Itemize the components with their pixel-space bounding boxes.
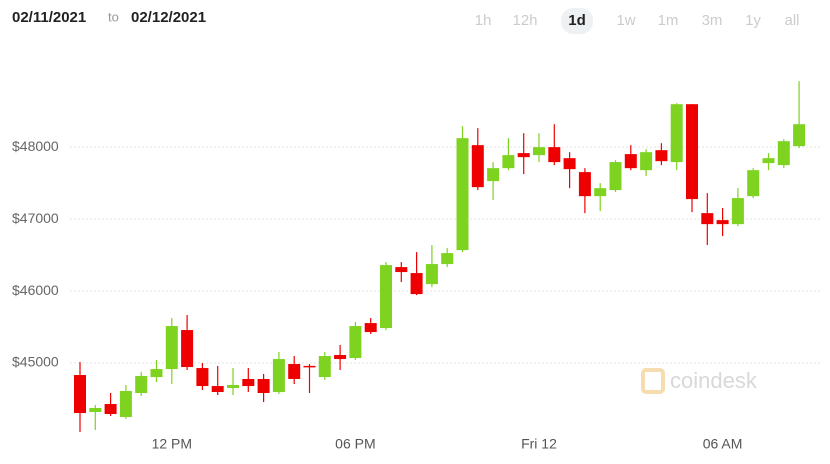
candle-body (181, 330, 194, 368)
watermark: coindesk (641, 368, 758, 394)
y-tick-label: $46000 (12, 282, 59, 298)
x-tick-label: 12 PM (152, 436, 192, 452)
range-button[interactable]: 3m (702, 12, 723, 29)
candle-body (165, 326, 178, 370)
candle-body (272, 359, 285, 393)
candle-body (211, 386, 224, 393)
range-button[interactable]: 1d (568, 12, 586, 29)
range-button[interactable]: 1m (658, 12, 679, 29)
watermark-logo (641, 368, 665, 394)
date-to: 02/12/2021 (131, 9, 206, 26)
candle-body (395, 267, 408, 273)
range-button[interactable]: 12h (512, 12, 537, 29)
candle-body (441, 253, 454, 265)
candle-body (716, 220, 729, 225)
candle-body (242, 378, 255, 387)
candle-body (334, 355, 347, 360)
candle-body (471, 145, 484, 188)
candle-body (227, 385, 239, 388)
candle-body (74, 375, 86, 414)
candle-body (640, 152, 653, 171)
candle-body (563, 158, 576, 170)
candle-body (655, 150, 668, 162)
x-tick-label: Fri 12 (521, 436, 557, 452)
candle-body (104, 404, 117, 415)
range-button[interactable]: 1y (745, 12, 761, 29)
candle-body (594, 188, 607, 197)
candle-body (89, 407, 102, 413)
candle-body (747, 170, 760, 197)
watermark-text: coindesk (670, 368, 758, 393)
candle-body (349, 326, 362, 359)
candle-body (502, 155, 515, 169)
candle-body (777, 141, 790, 166)
candle-body (793, 124, 806, 147)
candle-body (119, 390, 132, 417)
candle-body (624, 154, 637, 169)
candle-body (762, 158, 775, 164)
y-tick-label: $45000 (12, 354, 59, 370)
candle-body (257, 378, 270, 394)
x-tick-label: 06 AM (703, 436, 743, 452)
candle-body (686, 104, 698, 200)
range-selected-bg (561, 8, 593, 34)
candle-body (548, 147, 561, 163)
candle-body (517, 153, 530, 158)
candle-body (303, 365, 316, 368)
range-button[interactable]: 1h (475, 12, 492, 29)
candle-body (135, 376, 148, 394)
candle-body (731, 198, 744, 225)
candle-body (410, 273, 423, 295)
candle-body (670, 104, 683, 163)
candle-body (533, 147, 545, 156)
date-from: 02/11/2021 (12, 9, 86, 26)
range-button[interactable]: 1w (616, 12, 635, 29)
candle-body (288, 364, 301, 379)
y-tick-label: $48000 (12, 138, 59, 154)
candle-body (364, 323, 377, 333)
x-tick-label: 06 PM (335, 436, 375, 452)
candle-body (380, 265, 392, 329)
date-to-word: to (108, 9, 119, 24)
candle-body (150, 369, 163, 378)
candle-body (425, 264, 438, 285)
y-tick-label: $47000 (12, 210, 59, 226)
candle-body (701, 213, 714, 225)
candle-body (456, 138, 469, 251)
candle-body (196, 368, 209, 387)
range-button[interactable]: all (784, 12, 799, 29)
candle-body (578, 172, 591, 197)
candle-body (609, 162, 622, 191)
candle-body (487, 168, 500, 182)
candle-body (318, 356, 331, 378)
